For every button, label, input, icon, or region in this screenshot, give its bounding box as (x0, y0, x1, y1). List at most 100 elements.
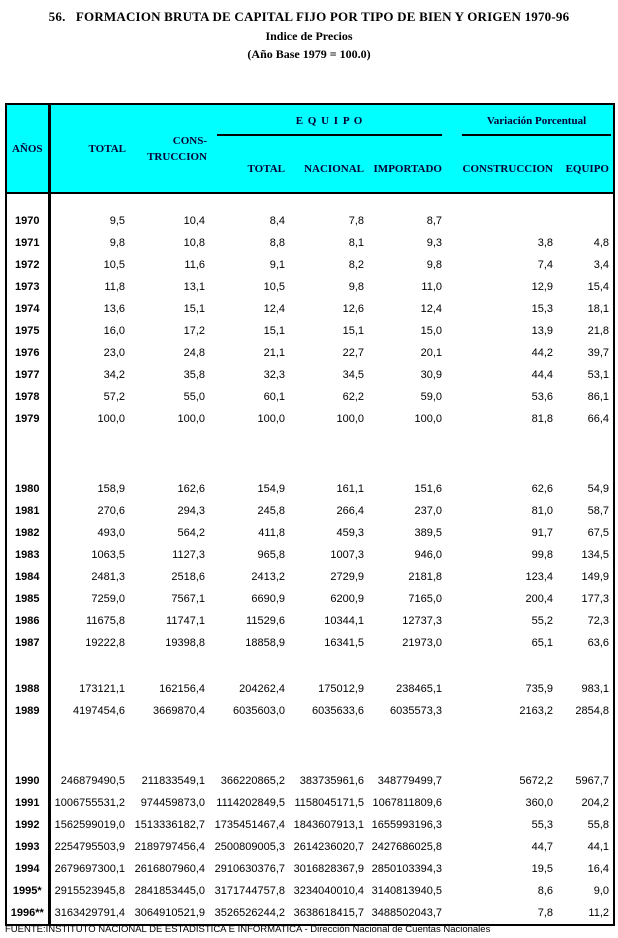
year-cell: 1983 (6, 544, 51, 566)
year-cell: 1992 (6, 814, 51, 836)
var-equipo-cell: 983,1 (581, 683, 609, 695)
total-cell: 10,5 (103, 259, 125, 271)
var-equipo-cell: 15,4 (587, 281, 609, 293)
var-construccion-cell: 200,4 (525, 593, 553, 605)
year-cell: 1993 (6, 836, 51, 858)
equipo-total-cell: 15,1 (263, 325, 285, 337)
table-row: 1987 19222,8 19398,8 18858,9 16341,5 21973,0 6… (6, 632, 614, 654)
year-cell: 1982 (6, 522, 51, 544)
construccion-cell: 19398,8 (165, 637, 205, 649)
importado-cell: 151,6 (414, 483, 442, 495)
table-row: 1976 23,0 24,8 21,1 22,7 20,1 44,2 39,7 (6, 342, 614, 364)
group-header-equipo: E Q U I P O (209, 104, 446, 145)
construccion-cell: 15,1 (183, 303, 205, 315)
column-header-var-equipo: EQUIPO (557, 145, 614, 193)
table-row: 1986 11675,8 11747,1 11529,6 10344,1 12737,3 5… (6, 610, 614, 632)
table-row: 1993 2254795503,9 2189797456,4 2500809005,3… (6, 836, 614, 858)
importado-cell: 9,3 (426, 237, 442, 249)
page-title: 56. FORMACION BRUTA DE CAPITAL FIJO POR … (48, 9, 570, 24)
var-equipo-cell: 21,8 (587, 325, 609, 337)
year-cell: 1987 (6, 632, 51, 654)
equipo-total-cell: 32,3 (263, 369, 285, 381)
table-row: 1992 1562599019,0 1513336182,7 1735451467,4… (6, 814, 614, 836)
nacional-cell: 3638618415,7 (293, 907, 364, 919)
total-cell: 246879490,5 (60, 775, 125, 787)
total-cell: 4197454,6 (73, 705, 125, 717)
construccion-cell: 162156,4 (159, 683, 205, 695)
year-cell: 1984 (6, 566, 51, 588)
var-equipo-cell: 134,5 (581, 549, 609, 561)
nacional-cell: 100,0 (336, 413, 364, 425)
nacional-cell: 1007,3 (330, 549, 364, 561)
year-cell: 1971 (6, 232, 51, 254)
year-cell: 1988 (6, 678, 51, 700)
year-cell: 1977 (6, 364, 51, 386)
total-cell: 1562599019,0 (54, 819, 125, 831)
column-header-nacional: NACIONAL (289, 145, 368, 193)
var-construccion-cell: 81,8 (531, 413, 553, 425)
importado-cell: 1067811809,6 (372, 797, 442, 809)
spacer-row (6, 722, 614, 770)
var-construccion-cell: 7,8 (537, 907, 553, 919)
var-equipo-cell (557, 210, 614, 232)
var-equipo-cell: 72,3 (587, 615, 609, 627)
total-cell: 270,6 (97, 505, 125, 517)
year-cell: 1981 (6, 500, 51, 522)
column-header-construccion-line1: CONS- (172, 134, 207, 147)
var-equipo-cell: 2854,8 (575, 705, 609, 717)
var-equipo-cell: 39,7 (587, 347, 609, 359)
var-equipo-cell: 86,1 (587, 391, 609, 403)
equipo-total-cell: 18858,9 (245, 637, 285, 649)
importado-cell: 9,8 (426, 259, 442, 271)
construccion-cell: 162,6 (177, 483, 205, 495)
total-cell: 2679697300,1 (54, 863, 125, 875)
var-construccion-cell: 44,7 (531, 841, 553, 853)
importado-cell: 59,0 (420, 391, 442, 403)
construccion-cell: 2189797456,4 (134, 841, 205, 853)
table-row: 1975 16,0 17,2 15,1 15,1 15,0 13,9 21,8 (6, 320, 614, 342)
column-header-importado: IMPORTADO (368, 145, 446, 193)
var-equipo-cell: 5967,7 (575, 775, 609, 787)
total-cell: 23,0 (103, 347, 125, 359)
spacer-row (6, 654, 614, 678)
var-construccion-cell: 7,4 (537, 259, 553, 271)
total-cell: 100,0 (97, 413, 125, 425)
construccion-cell: 2518,6 (171, 571, 205, 583)
var-construccion-cell: 12,9 (531, 281, 553, 293)
nacional-cell: 10344,1 (324, 615, 364, 627)
year-cell: 1972 (6, 254, 51, 276)
nacional-cell: 2614236020,7 (293, 841, 364, 853)
var-construccion-cell: 99,8 (531, 549, 553, 561)
equipo-total-cell: 60,1 (263, 391, 285, 403)
importado-cell: 3488502043,7 (371, 907, 442, 919)
year-cell: 1976 (6, 342, 51, 364)
column-header-construccion: CONS- TRUCCION (129, 104, 209, 193)
total-cell: 16,0 (103, 325, 125, 337)
total-cell: 9,8 (109, 237, 125, 249)
equipo-total-cell: 9,1 (269, 259, 285, 271)
total-cell: 2915523945,8 (54, 885, 125, 897)
total-cell: 11,8 (104, 281, 125, 293)
equipo-total-cell: 8,4 (269, 215, 285, 227)
var-equipo-cell: 18,1 (587, 303, 609, 315)
nacional-cell: 22,7 (342, 347, 364, 359)
importado-cell: 946,0 (414, 549, 442, 561)
construccion-cell: 294,3 (177, 505, 205, 517)
equipo-total-cell: 1114202849,5 (216, 797, 285, 809)
var-equipo-cell: 54,9 (587, 483, 609, 495)
year-cell: 1996** (6, 902, 51, 925)
table-row: 1981 270,6 294,3 245,8 266,4 237,0 81,0 58,7 (6, 500, 614, 522)
table-row: 1982 493,0 564,2 411,8 459,3 389,5 91,7 67,5 (6, 522, 614, 544)
year-cell: 1975 (6, 320, 51, 342)
var-equipo-cell: 55,8 (587, 819, 609, 831)
column-header-anos: AÑOS (6, 104, 51, 193)
table-row: 1983 1063,5 1127,3 965,8 1007,3 946,0 99,8 134,… (6, 544, 614, 566)
equipo-total-cell: 12,4 (263, 303, 285, 315)
nacional-cell: 266,4 (336, 505, 364, 517)
page-subtitle: Indice de Precios (265, 29, 353, 43)
var-equipo-cell: 11,2 (588, 907, 609, 919)
year-cell: 1991 (6, 792, 51, 814)
var-construccion-cell: 15,3 (531, 303, 553, 315)
var-equipo-cell: 67,5 (587, 527, 609, 539)
